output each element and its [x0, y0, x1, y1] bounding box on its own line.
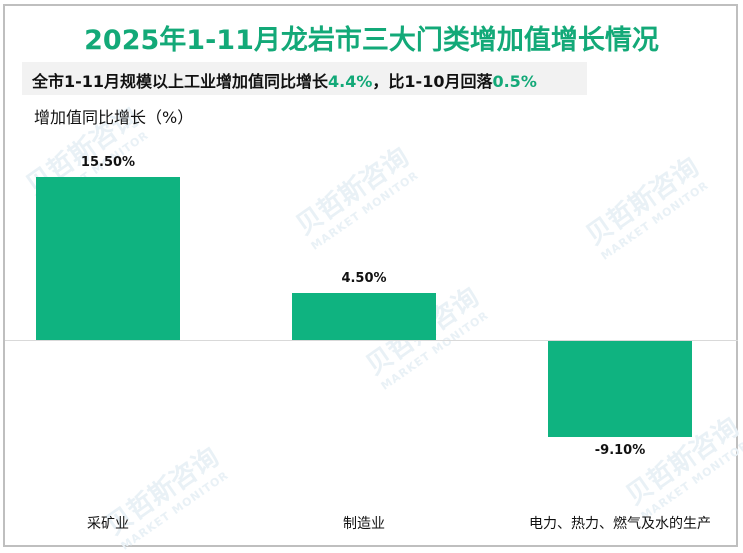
value-label-utilities: -9.10%: [594, 443, 646, 458]
category-label-utilities: 电力、热力、燃气及水的生产: [529, 516, 711, 532]
value-label-manufacturing: 4.50%: [341, 271, 387, 286]
zero-baseline: [5, 340, 738, 341]
subtitle-background: [22, 62, 587, 95]
category-label-manufacturing: 制造业: [343, 516, 385, 532]
chart-title: 2025年1-11月龙岩市三大门类增加值增长情况: [84, 25, 659, 56]
subtitle-text: 全市1-11月规模以上工业增加值同比增长: [32, 72, 329, 91]
bar-manufacturing: [292, 293, 436, 340]
subtitle-text: ，比1-10月回落: [372, 72, 493, 91]
bar-utilities: [548, 341, 692, 437]
bar-mining: [36, 177, 180, 340]
subtitle-growth-value: 4.4%: [328, 72, 373, 91]
value-label-mining: 15.50%: [80, 155, 136, 170]
category-label-mining: 采矿业: [87, 516, 129, 532]
subtitle-decline-value: 0.5%: [492, 72, 537, 91]
chart-subtitle: 全市1-11月规模以上工业增加值同比增长4.4%，比1-10月回落0.5%: [32, 68, 537, 92]
y-axis-label: 增加值同比增长（%）: [34, 108, 194, 127]
